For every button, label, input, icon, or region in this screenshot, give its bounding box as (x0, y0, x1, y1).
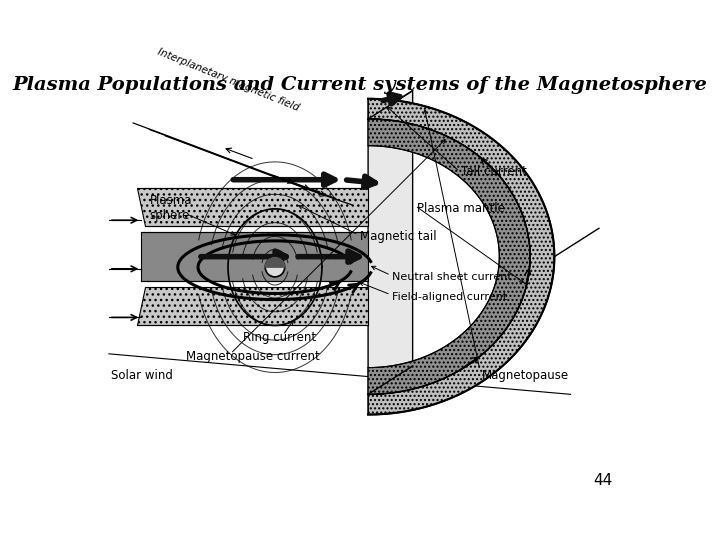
Text: Magnetic tail: Magnetic tail (360, 230, 436, 243)
Wedge shape (265, 258, 284, 267)
Polygon shape (138, 188, 368, 226)
Polygon shape (138, 287, 368, 326)
Polygon shape (368, 99, 554, 415)
Text: Plasma Populations and Current systems of the Magnetosphere: Plasma Populations and Current systems o… (12, 76, 708, 94)
Text: Magnetopause current: Magnetopause current (186, 350, 320, 363)
Text: Tail current: Tail current (462, 165, 527, 178)
Circle shape (265, 258, 284, 277)
Text: Plasma
sphere: Plasma sphere (150, 194, 192, 222)
Text: Neutral sheet current: Neutral sheet current (392, 272, 512, 282)
Text: Ring current: Ring current (243, 331, 315, 344)
Polygon shape (141, 232, 368, 281)
Text: 44: 44 (593, 474, 613, 489)
Text: Magnetopause: Magnetopause (482, 369, 569, 382)
Text: Plasma mantle: Plasma mantle (417, 201, 505, 214)
Polygon shape (368, 119, 530, 394)
Text: Field-aligned current: Field-aligned current (392, 292, 508, 302)
Text: Solar wind: Solar wind (111, 369, 172, 382)
Polygon shape (368, 91, 413, 394)
Text: Interplanetary magnetic field: Interplanetary magnetic field (156, 47, 300, 113)
